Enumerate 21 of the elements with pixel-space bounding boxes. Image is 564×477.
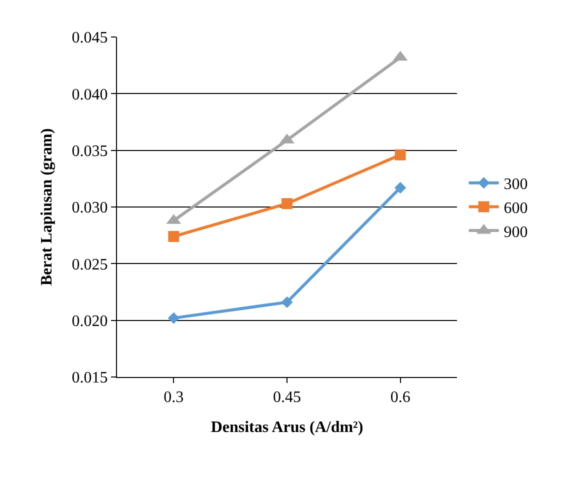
- point: [282, 198, 292, 210]
- x-tick-label: 0.6: [390, 389, 410, 406]
- point: [281, 296, 293, 308]
- x-axis-title: Densitas Arus (A/dm²): [210, 418, 364, 436]
- y-tick-label: 0.040: [72, 86, 108, 104]
- y-tick-label: 0.020: [72, 312, 108, 330]
- y-axis-title: Berat Lapiusan (gram): [38, 128, 56, 286]
- legend-label: 600: [504, 200, 528, 217]
- x-tick-label: 0.3: [164, 389, 184, 406]
- point: [394, 149, 406, 160]
- point: [168, 312, 180, 324]
- y-tick-label: 0.015: [72, 370, 108, 387]
- point: [394, 182, 406, 194]
- point: [168, 230, 180, 242]
- y-tick-label: 0.025: [72, 256, 108, 274]
- y-tick-label: 0.030: [72, 200, 108, 217]
- legend-label: 900: [504, 224, 528, 241]
- legend-label: 300: [504, 176, 528, 194]
- x-tick-label: 0.45: [273, 389, 301, 406]
- y-tick-label: 0.035: [72, 142, 108, 160]
- y-tick-label: 0.045: [72, 30, 108, 47]
